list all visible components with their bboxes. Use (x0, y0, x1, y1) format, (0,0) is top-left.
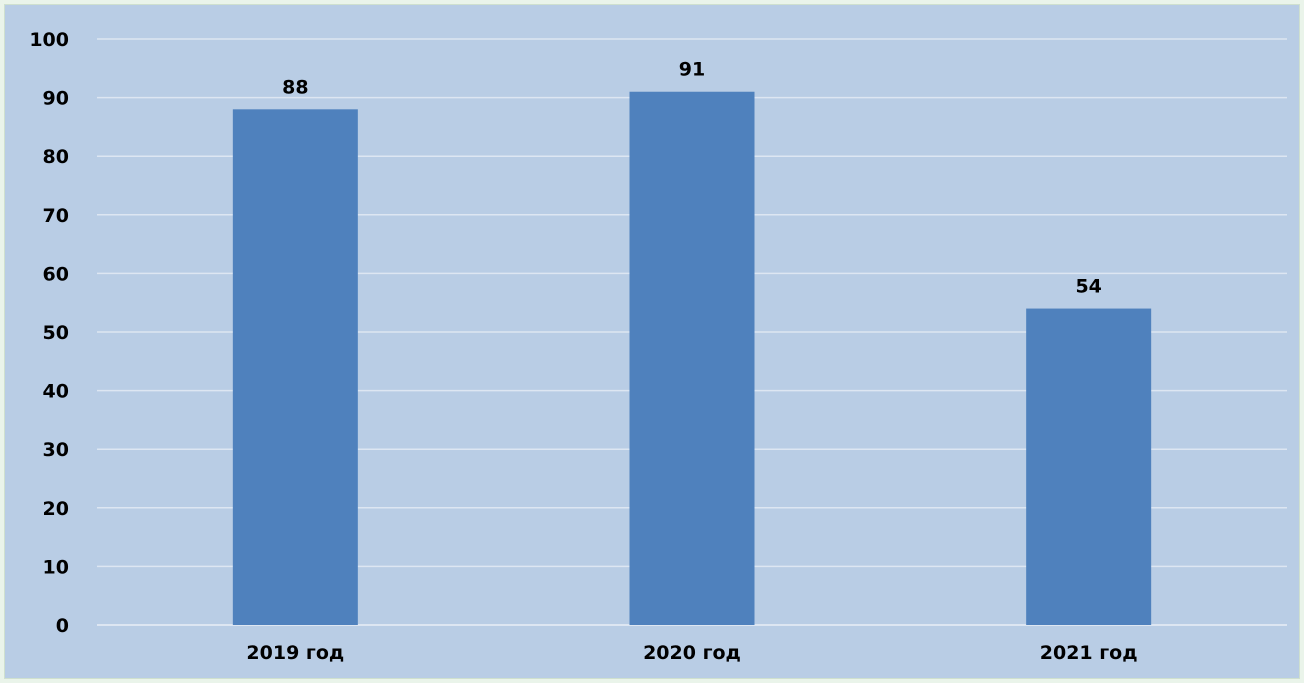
data-labels: 88 91 54 (282, 59, 1102, 298)
y-tick-label: 10 (43, 556, 69, 578)
data-label: 88 (282, 76, 308, 98)
y-axis-ticks: 0 10 20 30 40 50 60 70 80 90 100 (29, 29, 69, 637)
y-tick-label: 70 (43, 205, 69, 227)
category-label: 2019 год (246, 642, 344, 664)
y-tick-label: 50 (43, 322, 69, 344)
category-label: 2021 год (1040, 642, 1138, 664)
bars (232, 91, 1152, 626)
bar (629, 91, 755, 626)
y-tick-label: 60 (43, 263, 69, 285)
y-tick-label: 40 (43, 381, 69, 403)
category-label: 2020 год (643, 642, 741, 664)
y-tick-label: 0 (56, 615, 69, 637)
bar (232, 109, 358, 625)
y-tick-label: 100 (29, 29, 69, 51)
chart-frame: 0 10 20 30 40 50 60 70 80 90 100 88 91 54 2019 год 20… (4, 4, 1300, 679)
x-axis-categories: 2019 год 2020 год 2021 год (246, 642, 1137, 664)
bar (1026, 308, 1152, 625)
y-tick-label: 80 (43, 146, 69, 168)
y-tick-label: 90 (43, 88, 69, 110)
data-label: 91 (679, 59, 705, 81)
data-label: 54 (1075, 276, 1101, 298)
y-tick-label: 30 (43, 439, 69, 461)
y-tick-label: 20 (43, 498, 69, 520)
